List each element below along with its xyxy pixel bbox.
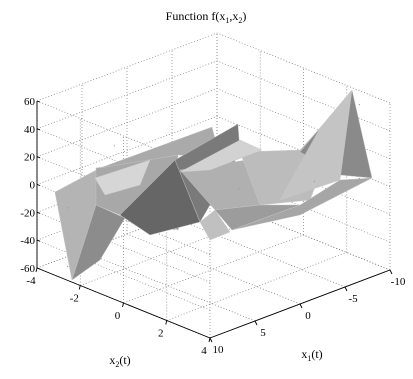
z-tick-mark — [36, 156, 41, 159]
grid-line — [36, 116, 218, 185]
x2-tick-label: -2 — [70, 293, 79, 305]
x2-tick-label: 0 — [115, 310, 121, 322]
x1-axis-label: x1(t) — [301, 347, 322, 363]
z-tick-labels: 60 40 20 0 -20 -40 -60 — [20, 96, 41, 275]
surface-point — [358, 177, 360, 179]
z-tick-mark — [36, 184, 41, 186]
surface-facet — [94, 159, 151, 196]
x1-tick-label: 0 — [305, 310, 311, 322]
surface-facet — [279, 89, 353, 201]
z-tick-mark — [36, 211, 41, 214]
x2-tick-mark — [165, 320, 168, 325]
surface-facet — [71, 204, 126, 281]
grid-line — [216, 199, 391, 271]
z-tick-label: -40 — [20, 235, 35, 247]
z-tick-mark — [36, 100, 41, 103]
x2-tick-mark — [78, 285, 81, 290]
x2-tick-label: -4 — [26, 275, 36, 287]
x2-tick-label: 4 — [201, 345, 207, 357]
surface-point — [358, 104, 360, 106]
surface-point — [67, 207, 69, 209]
x2-axis-label: x2(t) — [109, 353, 130, 369]
x1-tick-mark — [299, 303, 303, 309]
grid-line — [216, 60, 391, 132]
grid-line — [216, 88, 391, 159]
z-tick-label: 40 — [24, 124, 36, 136]
x1-tick-label: 10 — [213, 344, 225, 356]
x1-tick-label: -5 — [348, 293, 358, 305]
surface-point — [67, 265, 69, 267]
z-tick-mark — [36, 239, 41, 242]
z-tick-label: -60 — [20, 263, 35, 275]
x1-tick-label: 5 — [260, 327, 266, 339]
grid-line — [36, 88, 218, 157]
grid-line — [216, 32, 391, 104]
grid-line — [36, 60, 218, 130]
surface-facet — [179, 139, 263, 173]
x1-tick-mark — [389, 269, 393, 275]
grid-line — [36, 100, 211, 172]
x2-tick-label: 2 — [158, 328, 164, 340]
x1-tick-mark — [344, 286, 348, 292]
z-tick-label: 60 — [24, 96, 36, 108]
x2-tick-mark — [122, 302, 124, 308]
grid-line — [36, 32, 218, 102]
surface-point — [113, 145, 115, 147]
grid-line — [36, 239, 211, 311]
grid-line — [166, 252, 347, 321]
chart-title: Function f(x1,x2) — [166, 9, 247, 25]
x1-tick-mark — [209, 337, 213, 343]
z-tick-label: 0 — [30, 180, 36, 192]
x2-tick-labels: -4 -2 0 2 4 — [26, 267, 211, 357]
surface-point — [106, 239, 108, 242]
z-tick-mark — [36, 128, 41, 131]
x1-tick-label: -10 — [391, 276, 406, 288]
grid-line — [36, 199, 218, 269]
x2-tick-mark — [35, 267, 38, 273]
x1-tick-labels: 10 5 0 -5 -10 — [209, 269, 406, 356]
z-tick-mark — [36, 267, 41, 270]
surface-point — [238, 188, 240, 190]
grid-line — [80, 217, 261, 286]
z-tick-label: 20 — [24, 152, 36, 164]
grid-line — [36, 212, 211, 283]
surface-facet — [231, 177, 373, 231]
surface-point — [313, 180, 315, 182]
surface — [54, 89, 373, 281]
surface-facet — [199, 209, 231, 241]
z-tick-label: -20 — [20, 207, 35, 219]
grid-line — [123, 234, 304, 304]
x1-tick-mark — [254, 320, 258, 326]
